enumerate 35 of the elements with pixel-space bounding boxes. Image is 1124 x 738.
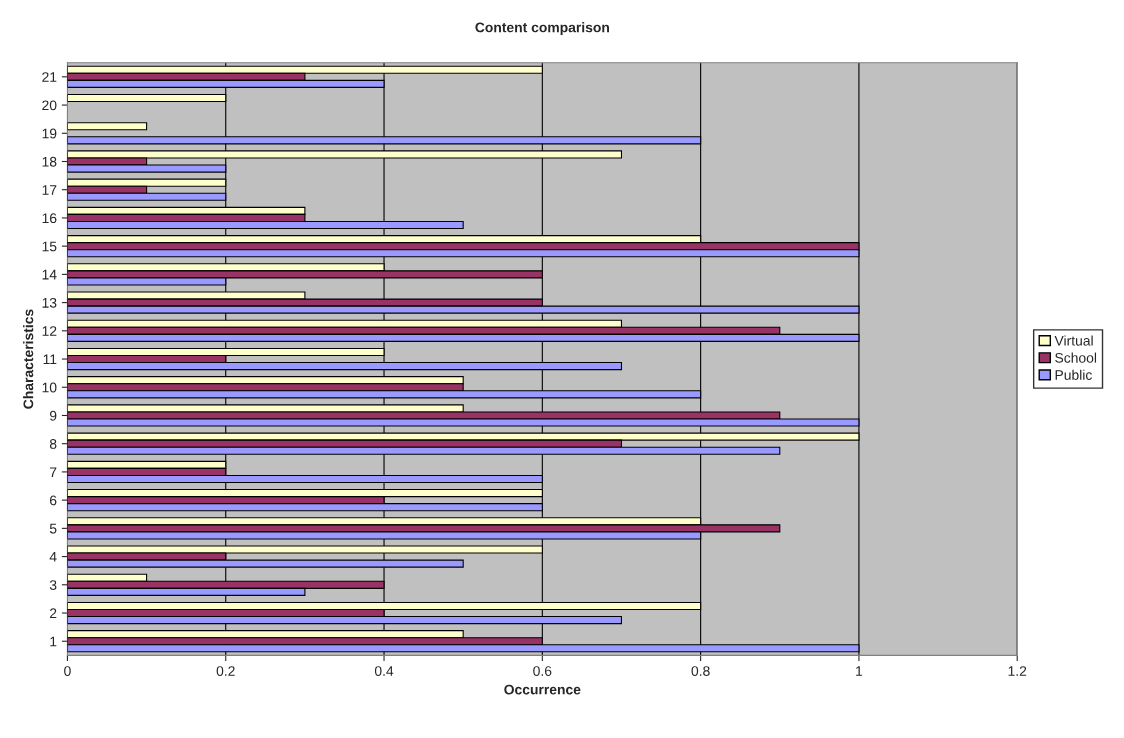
y-tick-label: 12	[42, 326, 57, 336]
y-tick-label: 11	[43, 354, 57, 365]
legend-label: Virtual	[1054, 335, 1093, 346]
y-tick-label: 1	[50, 636, 57, 647]
y-tick-label: 8	[49, 439, 57, 449]
y-axis-title: Characteristics	[23, 309, 34, 409]
x-tick-label: 0.8	[691, 666, 710, 676]
legend-label: School	[1055, 352, 1097, 363]
chart-title: Content comparison	[475, 22, 609, 36]
y-tick-label: 4	[49, 552, 57, 562]
y-tick-label: 14	[42, 269, 57, 280]
y-tick-label: 10	[42, 382, 57, 393]
y-tick-label: 3	[49, 580, 57, 590]
x-axis-title: Occurrence	[504, 684, 581, 695]
legend-label: Public	[1055, 369, 1092, 380]
y-tick-label: 19	[42, 128, 57, 139]
y-tick-label: 21	[42, 72, 57, 82]
y-tick-label: 16	[42, 213, 57, 224]
x-tick-label: 0	[64, 666, 71, 676]
y-tick-label: 9	[49, 410, 57, 421]
x-tick-label: 0.4	[374, 666, 394, 676]
y-tick-label: 5	[49, 523, 57, 534]
y-tick-label: 2	[50, 608, 57, 619]
y-tick-label: 20	[42, 100, 57, 111]
x-tick-label: 0.2	[216, 666, 235, 676]
x-tick-label: 1	[856, 666, 863, 676]
y-tick-label: 17	[42, 185, 57, 195]
y-tick-label: 7	[50, 467, 57, 477]
x-tick-label: 0.6	[533, 666, 552, 676]
y-tick-label: 13	[42, 297, 57, 308]
y-tick-label: 15	[42, 241, 57, 252]
y-tick-label: 18	[42, 156, 57, 167]
y-tick-label: 6	[50, 495, 57, 506]
x-tick-label: 1.2	[1008, 666, 1027, 676]
bar	[67, 122, 148, 131]
